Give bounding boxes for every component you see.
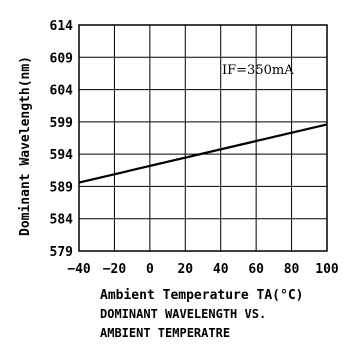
series-line <box>78 123 328 184</box>
x-tick-labels: −40 −20 0 20 40 60 80 100 <box>67 262 339 277</box>
x-tick-label: 80 <box>284 262 300 277</box>
y-tick-label: 599 <box>50 116 73 131</box>
y-tick-label: 589 <box>50 180 73 195</box>
x-axis-label: Ambient Temperature TA(°C) <box>100 288 304 303</box>
y-tick-label: 614 <box>50 19 74 34</box>
y-tick-label: 594 <box>50 148 74 163</box>
grid <box>78 24 328 252</box>
y-tick-label: 579 <box>50 245 73 260</box>
y-tick-label: 609 <box>50 51 73 66</box>
x-tick-label: 100 <box>315 262 339 277</box>
x-tick-label: 60 <box>248 262 264 277</box>
x-tick-label: 0 <box>146 262 154 277</box>
y-axis-label: Dominant Wavelength(nm) <box>18 56 33 236</box>
plot-frame <box>78 24 328 252</box>
caption-line-2: AMBIENT TEMPERATRE <box>100 326 230 340</box>
caption-line-1: DOMINANT WAVELENGTH VS. <box>100 307 266 321</box>
x-tick-label: −20 <box>103 262 127 277</box>
x-tick-label: 40 <box>213 262 229 277</box>
y-tick-labels: 579 584 589 594 599 604 609 614 <box>50 19 74 260</box>
y-tick-label: 584 <box>50 213 74 228</box>
annotation-if: IF=350mA <box>222 63 294 78</box>
series <box>78 123 328 184</box>
x-tick-label: 20 <box>177 262 193 277</box>
x-tick-label: −40 <box>67 262 91 277</box>
y-tick-label: 604 <box>50 84 74 99</box>
